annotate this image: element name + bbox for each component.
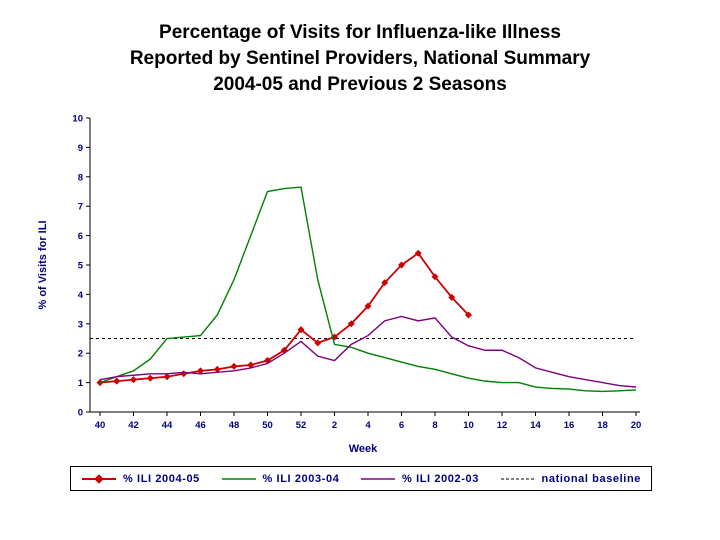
data-marker-diamond [465, 311, 472, 319]
legend-item-2004-05: % ILI 2004-05 [81, 473, 200, 485]
legend-label-2004-05: % ILI 2004-05 [123, 472, 200, 485]
x-tick-label: 8 [432, 420, 437, 431]
x-tick-label: 12 [497, 420, 508, 431]
data-marker-diamond [448, 293, 456, 301]
x-tick-label: 16 [564, 420, 575, 431]
x-tick-label: 6 [399, 420, 404, 431]
x-tick-label: 4 [365, 420, 371, 431]
y-tick-label: 10 [72, 114, 83, 125]
y-tick-label: 1 [78, 378, 84, 389]
x-tick-label: 40 [95, 420, 106, 431]
legend-label-2002-03: % ILI 2002-03 [402, 472, 479, 485]
legend-item-national-baseline: national baseline [500, 473, 641, 485]
x-tick-label: 48 [229, 420, 240, 431]
legend-swatch-baseline-icon [500, 478, 535, 479]
swatch-diamond-icon [94, 473, 104, 484]
y-axis-title: % of Visits for ILI [37, 220, 49, 309]
data-marker-diamond [431, 273, 439, 281]
data-marker-diamond [130, 376, 137, 384]
data-marker-diamond [398, 261, 405, 269]
legend-item-2003-04: % ILI 2003-04 [221, 473, 340, 485]
legend-swatch-2004-05-icon [82, 473, 116, 484]
data-marker-diamond [230, 362, 238, 370]
y-tick-label: 8 [78, 172, 83, 183]
x-tick-label: 14 [530, 420, 541, 431]
series-line-2 [99, 186, 637, 393]
x-tick-label: 10 [463, 420, 474, 431]
chart-title: Percentage of Visits for Influenza-like … [129, 22, 591, 95]
y-tick-label: 5 [78, 261, 84, 272]
x-tick-label: 44 [162, 420, 173, 431]
data-marker-diamond [364, 302, 372, 310]
data-marker-diamond [247, 361, 255, 369]
y-tick-label: 6 [78, 231, 83, 242]
y-tick-label: 0 [78, 408, 83, 419]
legend-label-2003-04: % ILI 2003-04 [262, 472, 340, 485]
y-tick-label: 7 [78, 202, 83, 213]
data-marker-diamond [381, 279, 389, 287]
x-tick-label: 42 [128, 420, 139, 431]
legend-swatch-2003-04-icon [221, 477, 256, 480]
data-marker-diamond [197, 367, 204, 375]
x-tick-label: 52 [296, 420, 307, 431]
data-marker-diamond [146, 374, 154, 382]
data-marker-diamond [297, 326, 305, 334]
x-tick-label: 50 [262, 420, 273, 431]
legend-label-national-baseline: national baseline [541, 472, 641, 485]
series-line-3 [99, 315, 637, 388]
data-marker-diamond [347, 320, 355, 328]
data-marker-diamond [180, 370, 188, 378]
x-tick-label: 2 [332, 420, 337, 431]
data-marker-diamond [314, 339, 322, 347]
y-tick-label: 9 [78, 143, 83, 154]
series-line-1 [99, 251, 470, 384]
x-tick-label: 18 [597, 420, 608, 431]
x-tick-label: 46 [195, 420, 206, 431]
data-marker-diamond [414, 249, 422, 257]
y-tick-label: 2 [78, 349, 83, 360]
data-marker-diamond [113, 377, 121, 385]
chart-legend: % ILI 2004-05 % ILI 2003-04 % ILI 2002-0… [70, 466, 652, 491]
legend-item-2002-03: % ILI 2002-03 [360, 473, 479, 485]
x-axis-title: Week [349, 443, 378, 455]
data-marker-diamond [163, 373, 171, 381]
data-marker-diamond [213, 365, 221, 373]
x-tick-label: 20 [631, 420, 642, 431]
y-tick-label: 3 [78, 319, 83, 330]
legend-swatch-2002-03-icon [361, 477, 396, 480]
y-tick-label: 4 [78, 290, 84, 301]
